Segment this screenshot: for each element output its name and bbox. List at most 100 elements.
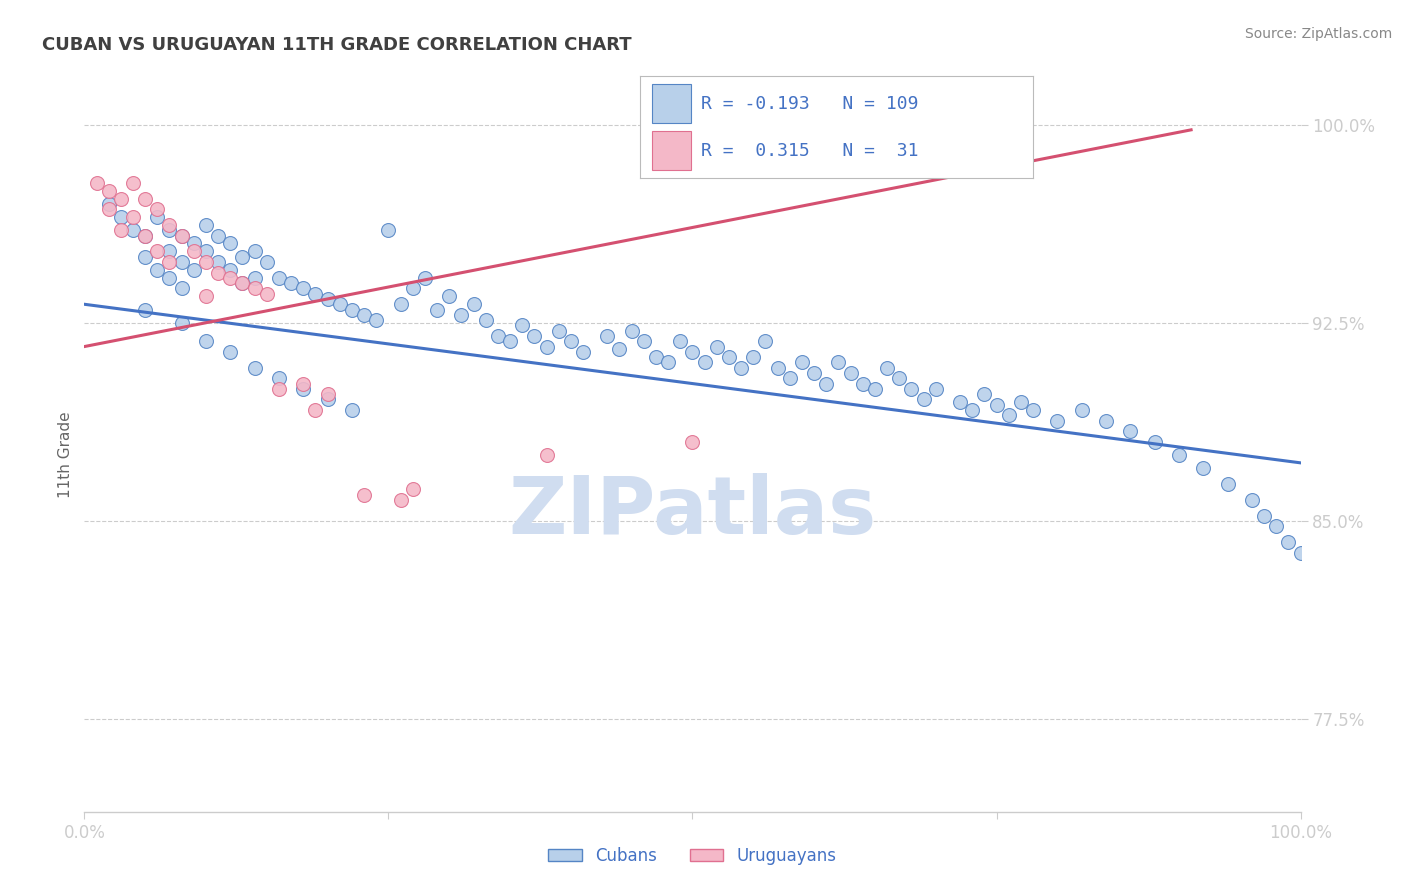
Point xyxy=(682,344,704,359)
Point xyxy=(1022,403,1045,417)
Point xyxy=(426,302,449,317)
Legend: Cubans, Uruguayans: Cubans, Uruguayans xyxy=(541,840,844,871)
Point xyxy=(827,355,849,369)
Point xyxy=(925,382,948,396)
Point xyxy=(292,382,315,396)
Point xyxy=(146,210,169,224)
Point xyxy=(159,270,181,285)
Point xyxy=(389,492,412,507)
Point xyxy=(146,202,169,216)
Point xyxy=(219,263,242,277)
Point xyxy=(231,276,253,290)
Point xyxy=(134,302,156,317)
Point xyxy=(256,255,278,269)
Point xyxy=(243,270,266,285)
Point xyxy=(1010,395,1032,409)
Point xyxy=(499,334,522,349)
Text: CUBAN VS URUGUAYAN 11TH GRADE CORRELATION CHART: CUBAN VS URUGUAYAN 11TH GRADE CORRELATIO… xyxy=(42,36,631,54)
Point xyxy=(633,334,655,349)
Point xyxy=(1265,519,1288,533)
Point xyxy=(183,236,205,251)
Point xyxy=(754,334,776,349)
Point xyxy=(803,366,825,380)
Point xyxy=(134,192,156,206)
Point xyxy=(693,355,716,369)
Point xyxy=(170,316,193,330)
Point xyxy=(122,223,145,237)
Point xyxy=(1046,413,1069,427)
Point xyxy=(986,398,1008,412)
Point xyxy=(973,387,995,401)
Point xyxy=(122,176,145,190)
Point xyxy=(110,192,132,206)
Point xyxy=(572,344,595,359)
Point xyxy=(1167,448,1189,462)
Point xyxy=(159,218,181,232)
Point xyxy=(960,403,983,417)
Point xyxy=(316,387,339,401)
Point xyxy=(231,276,253,290)
Point xyxy=(510,318,533,333)
Point xyxy=(1216,477,1239,491)
Point xyxy=(669,334,692,349)
Point xyxy=(949,395,972,409)
Point xyxy=(815,376,838,391)
Point xyxy=(912,392,935,407)
Point xyxy=(280,276,302,290)
Point xyxy=(1070,403,1092,417)
Point xyxy=(219,236,242,251)
Point xyxy=(353,487,375,501)
Point xyxy=(1240,492,1263,507)
Point xyxy=(159,255,181,269)
Point xyxy=(402,483,425,497)
Point xyxy=(194,289,218,303)
Point xyxy=(194,218,218,232)
Point xyxy=(146,244,169,259)
Point xyxy=(377,223,399,237)
Point xyxy=(122,210,145,224)
Point xyxy=(194,244,218,259)
Point xyxy=(219,270,242,285)
Point xyxy=(463,297,485,311)
Point xyxy=(766,360,789,375)
Point xyxy=(876,360,898,375)
Point xyxy=(402,281,425,295)
Point xyxy=(170,228,193,243)
Point xyxy=(353,308,375,322)
Point xyxy=(267,371,290,385)
Point xyxy=(243,244,266,259)
Point xyxy=(450,308,472,322)
Point xyxy=(194,255,218,269)
Point xyxy=(997,409,1019,423)
Point xyxy=(863,382,886,396)
Text: ZIPatlas: ZIPatlas xyxy=(509,473,876,551)
Point xyxy=(609,342,631,356)
Point xyxy=(207,255,229,269)
Point xyxy=(97,202,120,216)
Point xyxy=(316,392,339,407)
Point xyxy=(889,371,911,385)
Point xyxy=(852,376,875,391)
Point xyxy=(243,360,266,375)
Point xyxy=(256,286,278,301)
Point xyxy=(620,324,643,338)
Point xyxy=(134,250,156,264)
Point xyxy=(159,223,181,237)
Point xyxy=(706,340,728,354)
Point xyxy=(560,334,582,349)
Point xyxy=(304,403,326,417)
Point xyxy=(486,329,509,343)
Point xyxy=(267,382,290,396)
Point xyxy=(110,210,132,224)
Point xyxy=(170,228,193,243)
Point xyxy=(316,292,339,306)
Point xyxy=(790,355,813,369)
Point xyxy=(243,281,266,295)
Text: R = -0.193   N = 109: R = -0.193 N = 109 xyxy=(700,95,918,112)
Point xyxy=(134,228,156,243)
Point xyxy=(292,376,315,391)
Point xyxy=(207,228,229,243)
Point xyxy=(340,302,363,317)
Point xyxy=(159,244,181,259)
Point xyxy=(1277,535,1299,549)
